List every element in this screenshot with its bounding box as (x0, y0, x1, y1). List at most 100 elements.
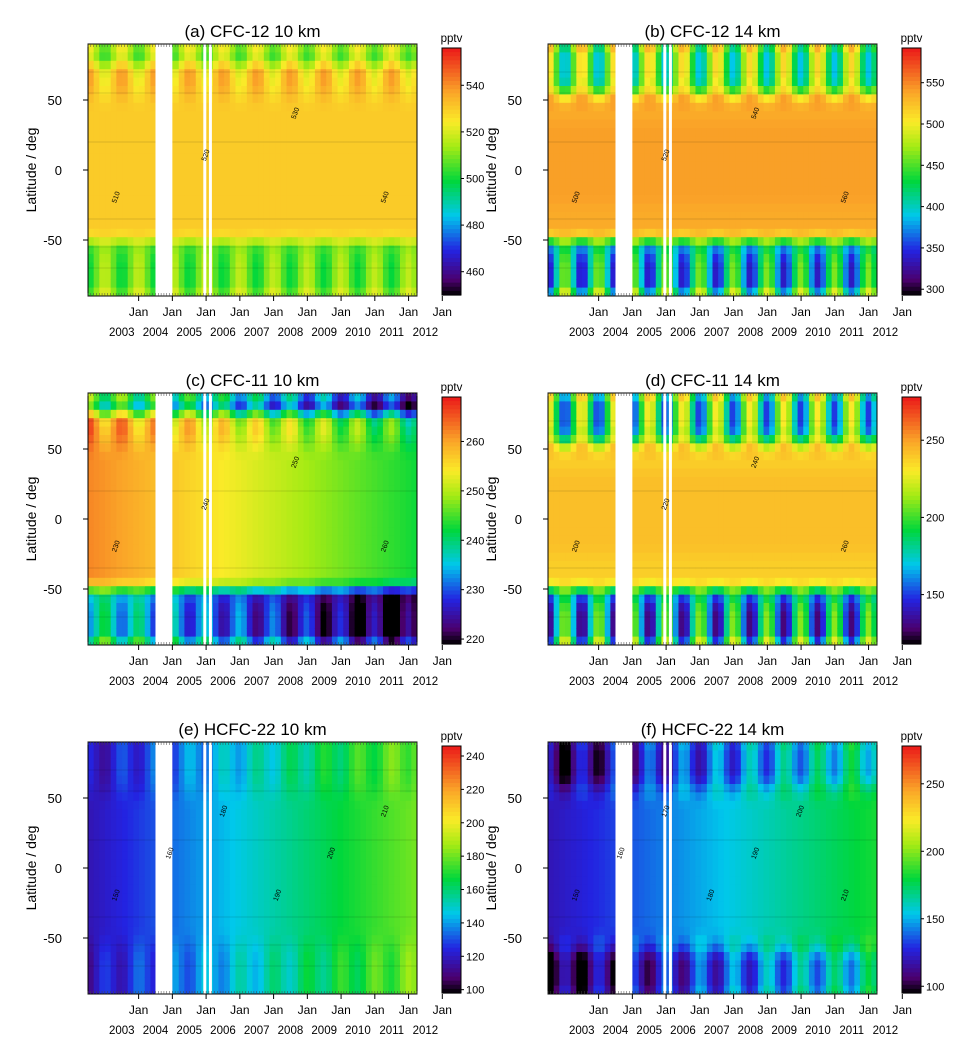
heatmap-cell (105, 77, 112, 87)
heatmap-cell (644, 228, 651, 238)
heatmap-cell (190, 128, 197, 137)
heatmap-cell (360, 270, 367, 280)
heatmap-cell (144, 477, 151, 486)
heatmap-cell (388, 254, 395, 263)
heatmap-cell (791, 203, 799, 213)
heatmap-cell (593, 186, 600, 196)
heatmap-cell (377, 203, 384, 213)
heatmap-cell (110, 636, 117, 645)
heatmap-cell (218, 212, 225, 221)
heatmap-cell (241, 237, 248, 247)
heatmap-cell (593, 220, 600, 230)
heatmap-cell (582, 245, 589, 255)
heatmap-cell (195, 418, 203, 428)
heatmap-cell (99, 485, 106, 495)
heatmap-cell (854, 94, 861, 104)
heatmap-cell (842, 153, 850, 163)
heatmap-cell (399, 228, 407, 238)
heatmap-cell (139, 586, 146, 596)
heatmap-cell (825, 237, 833, 247)
heatmap-cell (820, 178, 827, 188)
heatmap-cell (593, 86, 600, 95)
heatmap-cell (684, 60, 691, 70)
heatmap-cell (797, 111, 804, 121)
heatmap-cell (110, 619, 117, 629)
heatmap-cell (144, 111, 151, 121)
heatmap-cell (133, 44, 140, 53)
heatmap-cell (99, 569, 106, 579)
heatmap-cell (735, 86, 742, 95)
heatmap-cell (780, 128, 787, 137)
heatmap-cell (144, 418, 151, 428)
heatmap-cell (570, 203, 577, 213)
heatmap-cell (672, 237, 680, 247)
heatmap-cell (735, 186, 742, 196)
heatmap-cell (405, 270, 412, 280)
heatmap-cell (808, 270, 816, 280)
heatmap-cell (178, 561, 186, 570)
colorbar-segment (442, 80, 461, 86)
heatmap-cell (706, 245, 714, 255)
heatmap-cell (582, 52, 589, 62)
heatmap-cell (757, 279, 765, 289)
heatmap-cell (144, 237, 151, 247)
heatmap-cell (144, 426, 151, 436)
heatmap-cell (808, 203, 816, 213)
heatmap-cell (173, 619, 180, 629)
heatmap-cell (365, 77, 373, 87)
heatmap-cell (689, 237, 697, 247)
heatmap-cell (229, 577, 237, 587)
heatmap-cell (865, 102, 872, 112)
heatmap-cell (405, 136, 412, 146)
colorbar-segment (442, 171, 461, 177)
heatmap-cell (303, 237, 310, 247)
heatmap-cell (678, 245, 685, 255)
heatmap-cell (190, 594, 197, 604)
heatmap-cell (388, 220, 395, 230)
heatmap-cell (633, 237, 640, 247)
heatmap-cell (723, 77, 731, 87)
heatmap-cell (559, 195, 566, 205)
heatmap-cell (246, 136, 254, 146)
heatmap-cell (195, 451, 203, 461)
heatmap-cell (712, 52, 719, 62)
heatmap-cell (599, 44, 606, 53)
heatmap-cell (246, 69, 254, 79)
heatmap-cell (190, 195, 197, 205)
heatmap-cell (173, 552, 180, 562)
heatmap-cell (689, 270, 697, 280)
heatmap-cell (173, 628, 180, 638)
heatmap-cell (610, 245, 617, 255)
heatmap-cell (593, 270, 600, 280)
heatmap-cell (610, 270, 617, 280)
heatmap-cell (678, 69, 685, 79)
heatmap-cell (382, 186, 390, 196)
heatmap-cell (99, 128, 106, 137)
heatmap-cell (718, 270, 725, 280)
heatmap-cell (110, 60, 117, 70)
heatmap-cell (105, 603, 112, 612)
heatmap-cell (548, 144, 555, 154)
heatmap-cell (360, 212, 367, 221)
heatmap-cell (303, 287, 310, 296)
heatmap-cell (292, 153, 299, 163)
heatmap-cell (343, 44, 350, 53)
heatmap-cell (587, 86, 594, 95)
heatmap-cell (559, 170, 566, 179)
heatmap-cell (292, 270, 299, 280)
heatmap-cell (394, 203, 401, 213)
heatmap-cell (859, 102, 867, 112)
heatmap-cell (672, 212, 680, 221)
heatmap-cell (139, 287, 146, 296)
heatmap-cell (365, 203, 373, 213)
heatmap-cell (655, 44, 663, 53)
heatmap-cell (405, 144, 412, 154)
heatmap-cell (825, 44, 833, 53)
heatmap-cell (99, 111, 106, 121)
heatmap-cell (190, 409, 197, 419)
heatmap-cell (859, 254, 867, 263)
heatmap-cell (638, 161, 646, 171)
heatmap-cell (93, 636, 100, 645)
heatmap-cell (99, 535, 106, 545)
heatmap-cell (127, 477, 134, 486)
